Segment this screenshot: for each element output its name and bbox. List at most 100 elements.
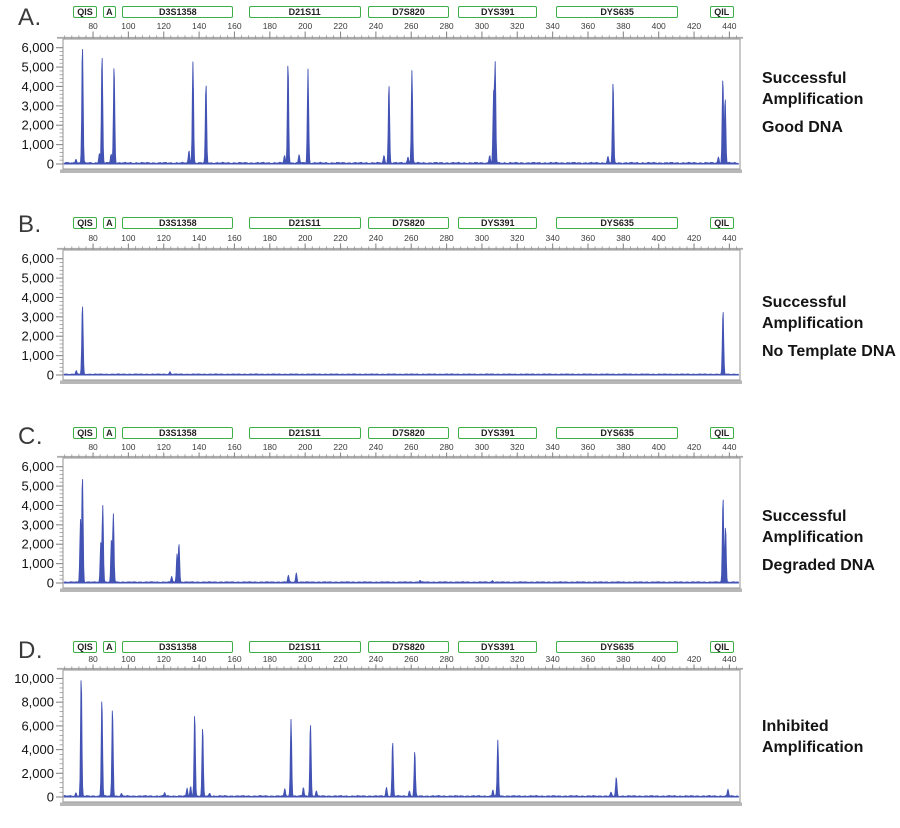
marker-box-dys635: DYS635 xyxy=(556,6,678,18)
marker-box-d7s820: D7S820 xyxy=(367,6,450,18)
svg-text:3,000: 3,000 xyxy=(21,309,54,324)
panel-c-plot-area xyxy=(62,457,741,589)
svg-text:340: 340 xyxy=(546,654,560,664)
svg-text:140: 140 xyxy=(192,654,206,664)
panel-d-y-axis: 10,000 8,000 6,000 4,000 2,000 0 xyxy=(14,671,63,805)
svg-text:360: 360 xyxy=(581,21,595,31)
annotation-a: Successful Amplification Good DNA xyxy=(762,68,898,138)
marker-box-d21s11: D21S11 xyxy=(248,6,361,18)
panel-a-baseline-bar xyxy=(60,169,742,173)
svg-text:260: 260 xyxy=(404,442,418,452)
marker-box-d3s1358: D3S1358 xyxy=(122,427,234,439)
svg-text:260: 260 xyxy=(404,654,418,664)
svg-text:3,000: 3,000 xyxy=(21,517,54,532)
svg-text:1,000: 1,000 xyxy=(21,137,54,152)
svg-text:340: 340 xyxy=(546,233,560,243)
panel-d: 80 100 120 140 160 180 200 220 240 260 280 300 320 34… xyxy=(14,654,743,806)
panel-b-label: B. xyxy=(18,211,42,238)
panel-d-label: D. xyxy=(18,637,43,664)
svg-text:180: 180 xyxy=(263,442,277,452)
svg-text:400: 400 xyxy=(652,654,666,664)
svg-text:340: 340 xyxy=(546,21,560,31)
svg-text:2,000: 2,000 xyxy=(21,766,54,781)
svg-text:280: 280 xyxy=(439,21,453,31)
annotation-b-note: No Template DNA xyxy=(762,343,896,360)
svg-text:120: 120 xyxy=(157,21,171,31)
svg-text:420: 420 xyxy=(687,654,701,664)
annotation-b-line1: Successful xyxy=(762,294,847,311)
svg-text:200: 200 xyxy=(298,233,312,243)
marker-box-a: A xyxy=(102,427,116,439)
svg-text:80: 80 xyxy=(88,654,98,664)
svg-text:2,000: 2,000 xyxy=(21,537,54,552)
svg-text:240: 240 xyxy=(369,442,383,452)
panel-c: 80 100 120 140 160 180 200 220 240 260 280 300 320 34… xyxy=(21,442,743,592)
marker-box-dys391: DYS391 xyxy=(458,6,538,18)
svg-text:240: 240 xyxy=(369,654,383,664)
svg-text:140: 140 xyxy=(192,21,206,31)
svg-text:360: 360 xyxy=(581,233,595,243)
svg-text:5,000: 5,000 xyxy=(21,479,54,494)
svg-text:320: 320 xyxy=(510,442,524,452)
svg-text:200: 200 xyxy=(298,21,312,31)
svg-text:160: 160 xyxy=(227,21,241,31)
svg-text:5,000: 5,000 xyxy=(21,60,54,75)
panel-c-trace xyxy=(63,479,740,584)
marker-box-a: A xyxy=(102,217,116,229)
annotation-a-note: Good DNA xyxy=(762,119,843,136)
svg-text:440: 440 xyxy=(722,233,736,243)
annotation-a-line2: Amplification xyxy=(762,91,864,108)
svg-text:80: 80 xyxy=(88,21,98,31)
panel-b-baseline-bar xyxy=(60,380,742,384)
svg-text:100: 100 xyxy=(121,654,135,664)
svg-text:3,000: 3,000 xyxy=(21,98,54,113)
annotation-c-line2: Amplification xyxy=(762,529,864,546)
svg-text:440: 440 xyxy=(722,442,736,452)
marker-box-qis: QIS xyxy=(72,641,98,653)
panel-c-ruler: 80 100 120 140 160 180 200 220 240 260 280 300 320 34… xyxy=(57,442,743,458)
svg-text:0: 0 xyxy=(47,576,54,591)
svg-text:380: 380 xyxy=(616,21,630,31)
marker-box-d21s11: D21S11 xyxy=(248,427,361,439)
svg-text:360: 360 xyxy=(581,654,595,664)
panel-a-label: A. xyxy=(18,4,42,31)
marker-box-qil: QIL xyxy=(709,427,734,439)
marker-box-a: A xyxy=(102,6,116,18)
marker-box-dys635: DYS635 xyxy=(556,217,678,229)
svg-text:280: 280 xyxy=(439,654,453,664)
svg-text:100: 100 xyxy=(121,21,135,31)
panel-c-baseline-bar xyxy=(60,588,742,592)
svg-text:280: 280 xyxy=(439,442,453,452)
svg-text:160: 160 xyxy=(227,654,241,664)
svg-text:380: 380 xyxy=(616,654,630,664)
svg-text:400: 400 xyxy=(652,233,666,243)
panel-a: 80 100 120 140 160 180 200 220 240 260 280 300 320 34… xyxy=(21,21,743,173)
svg-text:440: 440 xyxy=(722,21,736,31)
svg-text:440: 440 xyxy=(722,654,736,664)
svg-text:240: 240 xyxy=(369,21,383,31)
annotation-c-line1: Successful xyxy=(762,508,847,525)
svg-text:10,000: 10,000 xyxy=(14,671,54,686)
marker-box-d7s820: D7S820 xyxy=(367,427,450,439)
marker-box-dys391: DYS391 xyxy=(458,641,538,653)
panel-b-ruler: 80 100 120 140 160 180 200 220 240 260 280 300 320 34… xyxy=(57,233,743,250)
svg-text:180: 180 xyxy=(263,233,277,243)
panel-d-baseline-bar xyxy=(60,802,742,806)
svg-text:300: 300 xyxy=(475,233,489,243)
panel-d-plot-area xyxy=(62,669,741,803)
panel-a-plot-area xyxy=(62,38,741,170)
panel-b-y-axis: 6,000 5,000 4,000 3,000 2,000 1,000 0 xyxy=(21,251,63,383)
marker-box-dys391: DYS391 xyxy=(458,217,538,229)
svg-text:220: 220 xyxy=(333,21,347,31)
svg-text:300: 300 xyxy=(475,442,489,452)
svg-text:6,000: 6,000 xyxy=(21,40,54,55)
svg-text:160: 160 xyxy=(227,233,241,243)
svg-text:160: 160 xyxy=(227,442,241,452)
svg-text:200: 200 xyxy=(298,654,312,664)
marker-box-d3s1358: D3S1358 xyxy=(122,641,234,653)
marker-box-dys635: DYS635 xyxy=(556,641,678,653)
svg-text:140: 140 xyxy=(192,233,206,243)
annotation-c-note: Degraded DNA xyxy=(762,557,875,574)
svg-text:1,000: 1,000 xyxy=(21,348,54,363)
